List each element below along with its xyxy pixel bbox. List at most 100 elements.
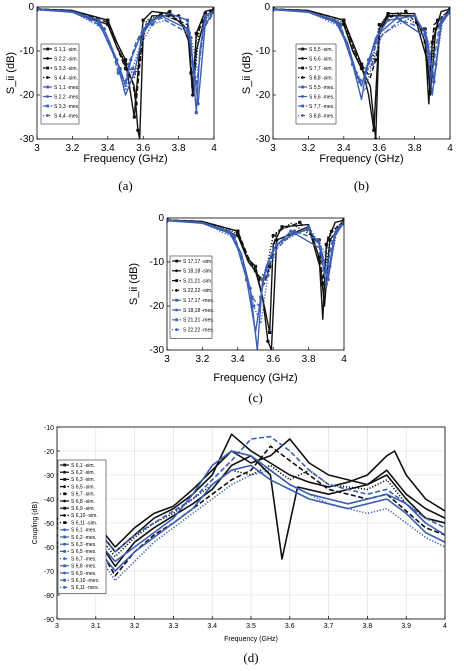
legend-entry: S 6,9 -mes. [71,571,97,577]
legend-entry: S 6,2 -mes. [71,535,97,541]
legend-marker [63,485,66,488]
x-tick-label: 4 [447,143,453,154]
legend-marker [46,104,50,108]
y-axis-label: S_ii (dB) [241,52,253,94]
data-point [386,14,390,18]
data-point [373,137,378,139]
data-point [201,27,205,31]
legend-entry: S 1,1 -mes. [54,85,80,91]
data-point [317,256,321,260]
legend-marker [63,586,66,589]
legend-marker [63,499,66,503]
legend-marker [46,114,49,117]
x-tick-label: 3.2 [195,354,209,365]
legend-marker [63,542,66,546]
legend-entry: S 6,6 -sim. [309,56,333,62]
x-tick-label: 4 [211,143,217,154]
x-tick-label: 3 [270,143,276,154]
legend-marker [63,557,66,560]
data-point [374,58,378,62]
x-tick-label: 3.6 [266,354,280,365]
legend-entry: S 6,7 -sim. [71,492,95,498]
data-point [257,277,261,282]
legend-marker [301,47,305,51]
data-point [307,227,311,231]
plot-frame [272,6,451,140]
data-point [289,229,293,233]
y-tick-label: -30 [256,134,271,145]
data-point [268,330,272,334]
legend-marker [46,66,50,70]
data-point [335,20,339,25]
y-tick-label: -10 [150,257,165,268]
data-point [298,220,302,224]
data-point [245,278,249,282]
data-point [342,219,344,223]
data-point [280,225,284,229]
data-point [196,102,200,106]
legend-marker [63,514,66,517]
y-tick-label: -10 [20,46,35,57]
legend-marker [175,298,179,302]
y-tick-label: 0 [264,2,270,13]
legend-marker [301,76,304,79]
data-point [264,269,268,273]
data-point [132,115,136,119]
legend-marker [175,318,179,322]
y-tick-label: -20 [150,301,165,312]
plot-frame [36,6,215,140]
data-point [123,62,128,66]
data-point [328,264,332,269]
data-point [252,304,256,308]
data-point [266,273,270,277]
data-point [137,58,142,62]
data-point [368,58,372,62]
legend-entry: S 6,8 -sim. [71,499,95,505]
series-group [167,218,344,350]
legend-entry: S 5,5 -mes. [309,85,335,91]
data-point [434,62,438,66]
data-point [370,62,374,66]
x-tick-label: 3 [34,143,40,154]
legend-marker [63,571,66,575]
x-tick-label: 3.7 [324,623,334,630]
legend-marker [301,57,304,60]
data-point [439,18,443,22]
chart-c: 3 3.2 3.4 3.6 3.8 4 0 -10 -20 -30 Frequency (GHz) S… [128,213,347,405]
data-point [253,269,258,273]
legend-entry: S 3,3 -mes. [54,104,80,110]
data-point [268,264,272,268]
y-tick-label: 0 [158,213,164,224]
series-line-4 [273,8,450,74]
legend-marker [63,506,67,510]
data-point [232,234,236,238]
data-point [130,66,135,71]
legend-entry: S 7,7 -mes. [309,104,335,110]
legend-marker [175,259,179,263]
data-point [106,18,110,22]
legend-entry: S 5,5 -sim. [309,47,333,53]
chart-b: 3 3.2 3.4 3.6 3.8 4 0 -10 -20 -30 Frequency (GHz) S… [241,2,453,193]
data-point [398,18,403,22]
legend-marker [301,95,304,98]
chart-caption: (b) [354,178,369,193]
x-axis-label: Frequency (GHz) [224,636,278,643]
data-point [359,62,364,66]
legend-entry: S 18,18 -mes. [183,308,214,314]
legend-entry: S 6,1 -sim. [71,463,95,469]
series-line-8 [37,9,214,92]
legend-entry: S 4,4 -mes. [54,113,80,119]
data-point [266,339,270,343]
legend-entry: S 6,11 -mes. [71,585,99,591]
y-tick-label: 0 [28,2,34,13]
y-tick-label: -30 [44,473,54,480]
x-tick-label: 3.3 [169,623,179,630]
series-group [57,433,445,582]
data-point [191,93,195,97]
data-point [141,27,145,31]
data-point [141,18,145,22]
series-group [273,7,450,139]
data-point [203,18,207,22]
data-point [194,31,198,35]
legend-marker [63,564,67,568]
